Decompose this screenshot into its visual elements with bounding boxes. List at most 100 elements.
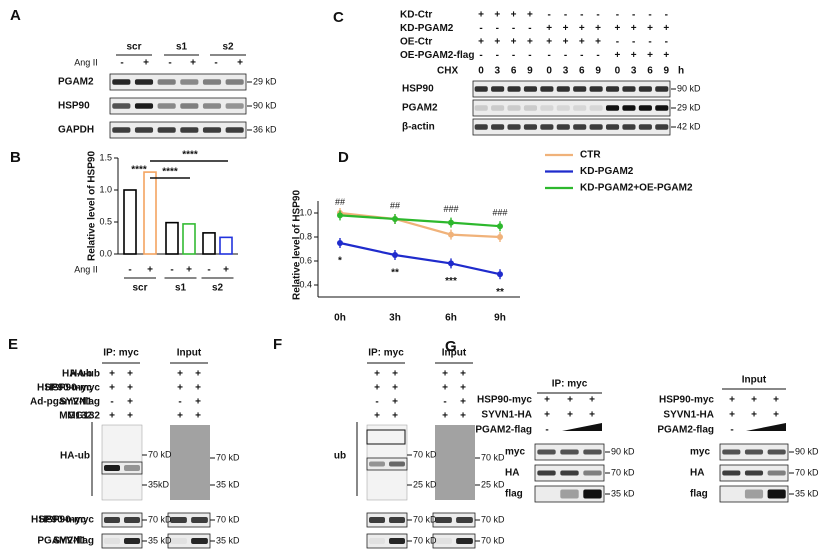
panel-letter: D: [338, 149, 349, 166]
sign: +: [478, 37, 484, 48]
group-label: scr: [132, 283, 147, 294]
marker-label: 35 kD: [216, 535, 240, 545]
band-name: PGAM2-flag: [37, 536, 94, 547]
band: [744, 470, 764, 476]
band: [638, 105, 652, 111]
time: 0: [478, 66, 484, 77]
sign: +: [195, 411, 201, 422]
band: [180, 79, 199, 85]
sign: +: [544, 395, 550, 406]
y-tick-label: 1.0: [99, 184, 112, 194]
band: [655, 124, 669, 130]
band: [573, 105, 587, 111]
point: [448, 231, 454, 238]
annotation: ##: [390, 200, 400, 210]
band: [369, 517, 385, 523]
band: [540, 105, 554, 111]
bar: [182, 223, 196, 255]
bar: [202, 232, 216, 255]
sign: +: [442, 383, 448, 394]
marker-label: 70 kD: [148, 514, 172, 524]
band-name: flag: [505, 489, 523, 500]
sign: +: [567, 395, 573, 406]
sign: -: [665, 10, 668, 21]
sign: -: [496, 23, 499, 34]
y-tick-label: 1.0: [299, 207, 312, 217]
legend-label: KD-PGAM2+OE-PGAM2: [580, 183, 693, 194]
point: [337, 240, 343, 246]
band: [583, 470, 602, 476]
x-tick-label: 3h: [389, 313, 401, 324]
condition-name: SYVN1-HA: [481, 410, 532, 421]
sign: -: [616, 37, 619, 48]
sign: +: [109, 411, 115, 422]
time: 6: [647, 66, 653, 77]
band: [104, 538, 120, 544]
marker-label: 90 kD: [253, 100, 277, 110]
sign: -: [564, 10, 567, 21]
marker-label: 25 kD: [481, 479, 505, 489]
band: [225, 127, 244, 133]
band: [124, 538, 140, 544]
band-name: SYVN1: [53, 536, 86, 547]
input-title: Input: [177, 348, 202, 359]
blot: [109, 97, 247, 115]
significance: ****: [162, 167, 178, 178]
band: [622, 124, 636, 130]
legend-label: CTR: [580, 150, 601, 161]
panel-letter: C: [333, 9, 344, 26]
x-tick-label: +: [147, 265, 153, 276]
annotation: ###: [443, 204, 458, 214]
marker-label: 90 kD: [677, 83, 701, 93]
band: [157, 79, 176, 85]
sign: -: [375, 397, 378, 408]
marker-label: 35 kD: [611, 488, 635, 498]
y-tick-label: 0.6: [299, 255, 312, 265]
annotation: **: [496, 287, 504, 298]
band: [507, 105, 521, 111]
band-name: HSP90: [402, 84, 434, 95]
y-tick-label: 0.4: [299, 279, 312, 289]
condition-name: HSP90-myc: [659, 395, 714, 406]
band: [180, 103, 199, 109]
significance: ****: [131, 165, 147, 176]
time: 3: [495, 66, 501, 77]
annotation: *: [338, 256, 342, 267]
significance: ****: [182, 150, 198, 161]
sign: -: [596, 10, 599, 21]
sign: -: [648, 37, 651, 48]
band: [560, 489, 579, 499]
sign: +: [589, 410, 595, 421]
band: [435, 517, 452, 523]
band: [655, 105, 669, 111]
band: [124, 517, 140, 523]
sign: +: [143, 58, 149, 69]
band: [170, 517, 187, 523]
sign: +: [442, 411, 448, 422]
sign: +: [663, 50, 669, 61]
point: [497, 223, 503, 230]
sign: +: [614, 50, 620, 61]
band: [456, 517, 473, 523]
band: [104, 465, 120, 471]
band: [369, 461, 385, 467]
x-tick-label: +: [186, 265, 192, 276]
sign: -: [168, 58, 171, 69]
band: [507, 86, 521, 92]
time: 0: [546, 66, 552, 77]
band-name: GAPDH: [58, 125, 94, 136]
band: [112, 127, 131, 133]
sign: -: [665, 37, 668, 48]
input-title: Input: [442, 348, 467, 359]
time: 9: [595, 66, 601, 77]
sign: +: [195, 383, 201, 394]
x-tick-label: -: [128, 265, 131, 276]
band: [556, 86, 570, 92]
band-name: myc: [690, 447, 710, 458]
marker-label: 70 kD: [481, 514, 505, 524]
legend-label: KD-PGAM2: [580, 166, 634, 177]
band: [474, 86, 488, 92]
sign: -: [479, 50, 482, 61]
y-tick-label: 0.5: [99, 216, 112, 226]
